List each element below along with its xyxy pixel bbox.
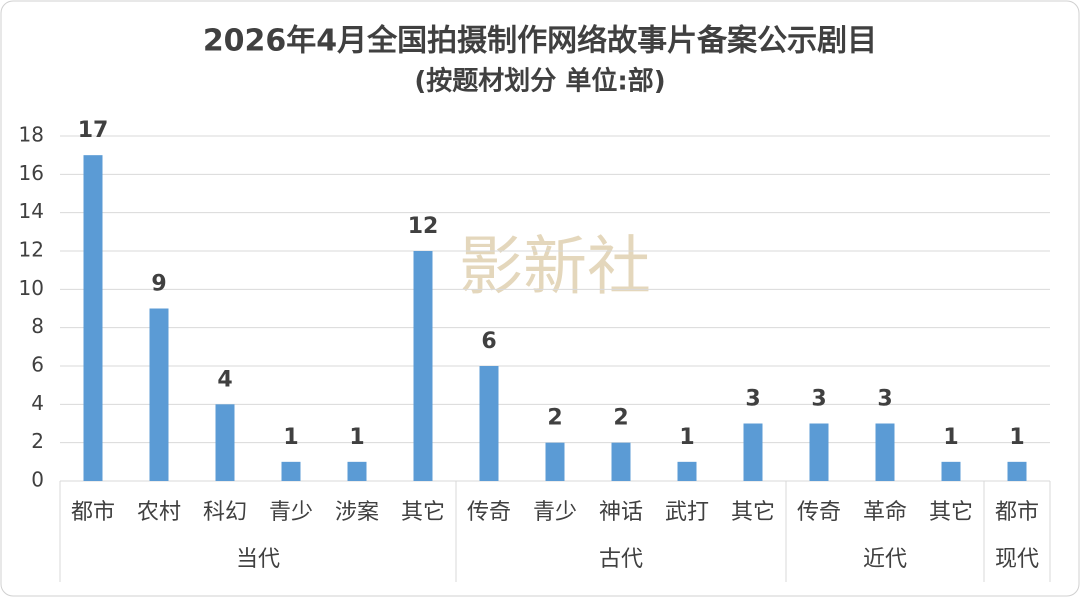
- data-label: 1: [943, 425, 958, 450]
- y-tick-label: 14: [19, 199, 44, 223]
- x-tick-label: 其它: [731, 500, 775, 525]
- bar: [413, 251, 433, 481]
- x-tick-label: 传奇: [467, 500, 511, 525]
- group-label: 古代: [599, 547, 643, 572]
- x-tick-label: 都市: [71, 500, 115, 525]
- bar: [83, 155, 103, 481]
- bar: [743, 423, 763, 481]
- x-tick-label: 其它: [929, 500, 973, 525]
- chart-title: 2026年4月全国拍摄制作网络故事片备案公示剧目: [203, 24, 877, 59]
- x-tick-label: 传奇: [797, 500, 841, 525]
- data-label: 6: [481, 329, 496, 354]
- bar: [281, 461, 301, 481]
- bar: [347, 461, 367, 481]
- data-label: 17: [78, 118, 109, 143]
- x-tick-label: 科幻: [203, 500, 247, 525]
- data-label: 1: [679, 425, 694, 450]
- data-label: 3: [877, 387, 892, 412]
- bar: [149, 308, 169, 481]
- bar: [809, 423, 829, 481]
- data-label: 9: [151, 272, 166, 297]
- data-label: 1: [349, 425, 364, 450]
- bar: [545, 442, 565, 481]
- y-tick-label: 0: [31, 468, 44, 492]
- group-label: 现代: [995, 547, 1039, 572]
- y-tick-label: 12: [19, 238, 44, 262]
- group-label: 当代: [236, 547, 280, 572]
- data-label: 1: [283, 425, 298, 450]
- bar: [479, 366, 499, 481]
- x-tick-label: 革命: [863, 500, 907, 525]
- x-tick-label: 农村: [137, 500, 181, 525]
- chart-subtitle: (按题材划分 单位:部): [414, 66, 665, 97]
- y-tick-label: 4: [31, 391, 44, 415]
- group-label: 近代: [863, 547, 907, 572]
- bar: [215, 404, 235, 481]
- data-label: 2: [613, 406, 628, 431]
- bar: [941, 461, 961, 481]
- bar: [1007, 461, 1027, 481]
- x-tick-label: 神话: [599, 500, 643, 525]
- y-tick-label: 18: [19, 123, 44, 147]
- data-label: 2: [547, 406, 562, 431]
- x-tick-label: 其它: [401, 500, 445, 525]
- y-tick-label: 8: [31, 314, 44, 338]
- x-tick-label: 武打: [665, 500, 709, 525]
- x-tick-label: 都市: [995, 500, 1039, 525]
- data-label: 3: [745, 387, 760, 412]
- data-label: 4: [217, 367, 232, 392]
- x-tick-label: 青少: [533, 500, 577, 525]
- y-tick-label: 10: [19, 276, 44, 300]
- watermark: 影新社: [459, 231, 651, 305]
- bar: [875, 423, 895, 481]
- x-tick-label: 青少: [269, 500, 313, 525]
- x-tick-label: 涉案: [335, 500, 379, 525]
- y-tick-label: 6: [31, 353, 44, 377]
- y-tick-label: 2: [31, 429, 44, 453]
- data-label: 3: [811, 387, 826, 412]
- bar: [611, 442, 631, 481]
- bar: [677, 461, 697, 481]
- data-label: 1: [1009, 425, 1024, 450]
- data-label: 12: [408, 214, 439, 239]
- y-tick-label: 16: [19, 161, 44, 185]
